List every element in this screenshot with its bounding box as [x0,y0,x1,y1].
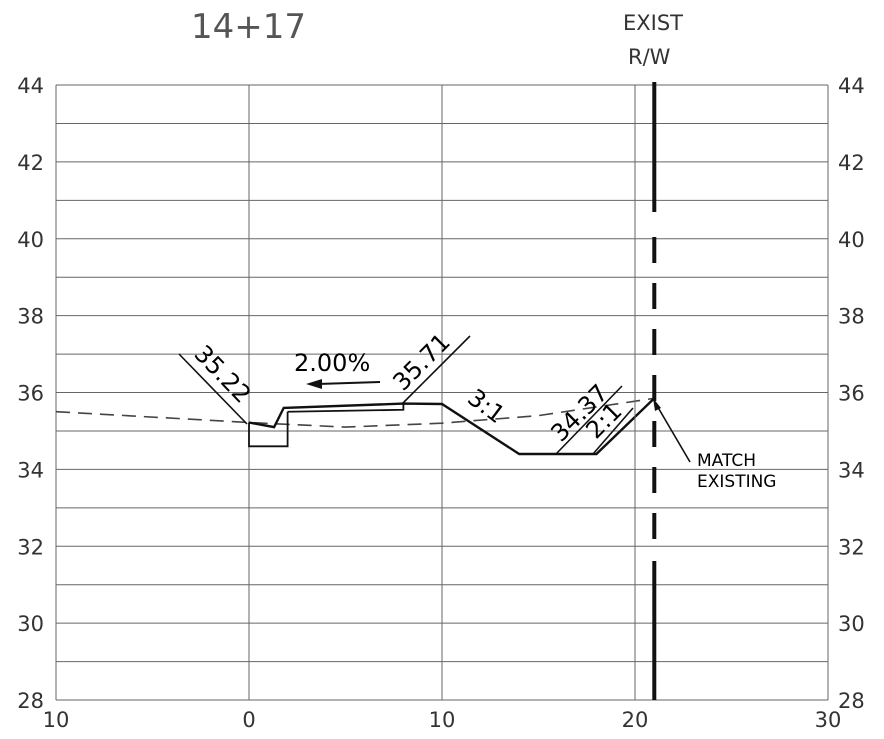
rw-label-line1: EXIST [623,11,683,35]
x-tick-label: 10 [429,708,456,732]
elev-label-right: 35.71 [387,328,455,396]
leader-35-71 [402,335,471,404]
x-tick-label: 30 [815,708,842,732]
slope-arrow [306,379,381,389]
y-tick-label-right: 36 [838,382,865,406]
y-tick-label-left: 44 [17,74,44,98]
leader-35-22 [178,353,248,425]
grid [55,84,829,701]
y-tick-label-left: 28 [17,689,44,713]
leader-2-1 [592,407,634,455]
y-tick-label-right: 40 [838,228,865,252]
y-tick-label-left: 38 [17,305,44,329]
existing-ground-line [55,397,655,428]
y-tick-label-left: 32 [17,535,44,559]
y-tick-label-left: 42 [17,151,44,175]
y-tick-label-right: 44 [838,74,865,98]
station-label: 14+17 [191,7,306,47]
y-axis-right: 28 30 32 34 36 38 40 42 44 [838,74,865,713]
y-tick-label-right: 28 [838,689,865,713]
y-tick-label-left: 34 [17,458,44,482]
y-tick-label-right: 30 [838,612,865,636]
y-tick-label-right: 32 [838,535,865,559]
x-tick-label: 0 [242,708,255,732]
proposed-section-line [248,397,656,456]
x-tick-label: 20 [622,708,649,732]
y-axis-left: 28 30 32 34 36 38 40 42 44 [17,74,44,713]
y-tick-label-right: 38 [838,305,865,329]
y-tick-label-left: 36 [17,382,44,406]
y-tick-label-right: 34 [838,458,865,482]
rw-label-line2: R/W [628,45,671,69]
y-tick-label-left: 40 [17,228,44,252]
y-tick-label-right: 42 [838,151,865,175]
match-label-line1: MATCH [697,451,756,471]
match-leader [653,398,691,463]
slope-percent-label: 2.00% [294,349,370,377]
x-tick-label: 10 [43,708,70,732]
y-tick-label-left: 30 [17,612,44,636]
curb-detail [248,403,405,448]
x-axis: 10 0 10 20 30 [43,708,842,732]
match-label-line2: EXISTING [697,472,776,492]
leader-34-37 [555,385,623,455]
